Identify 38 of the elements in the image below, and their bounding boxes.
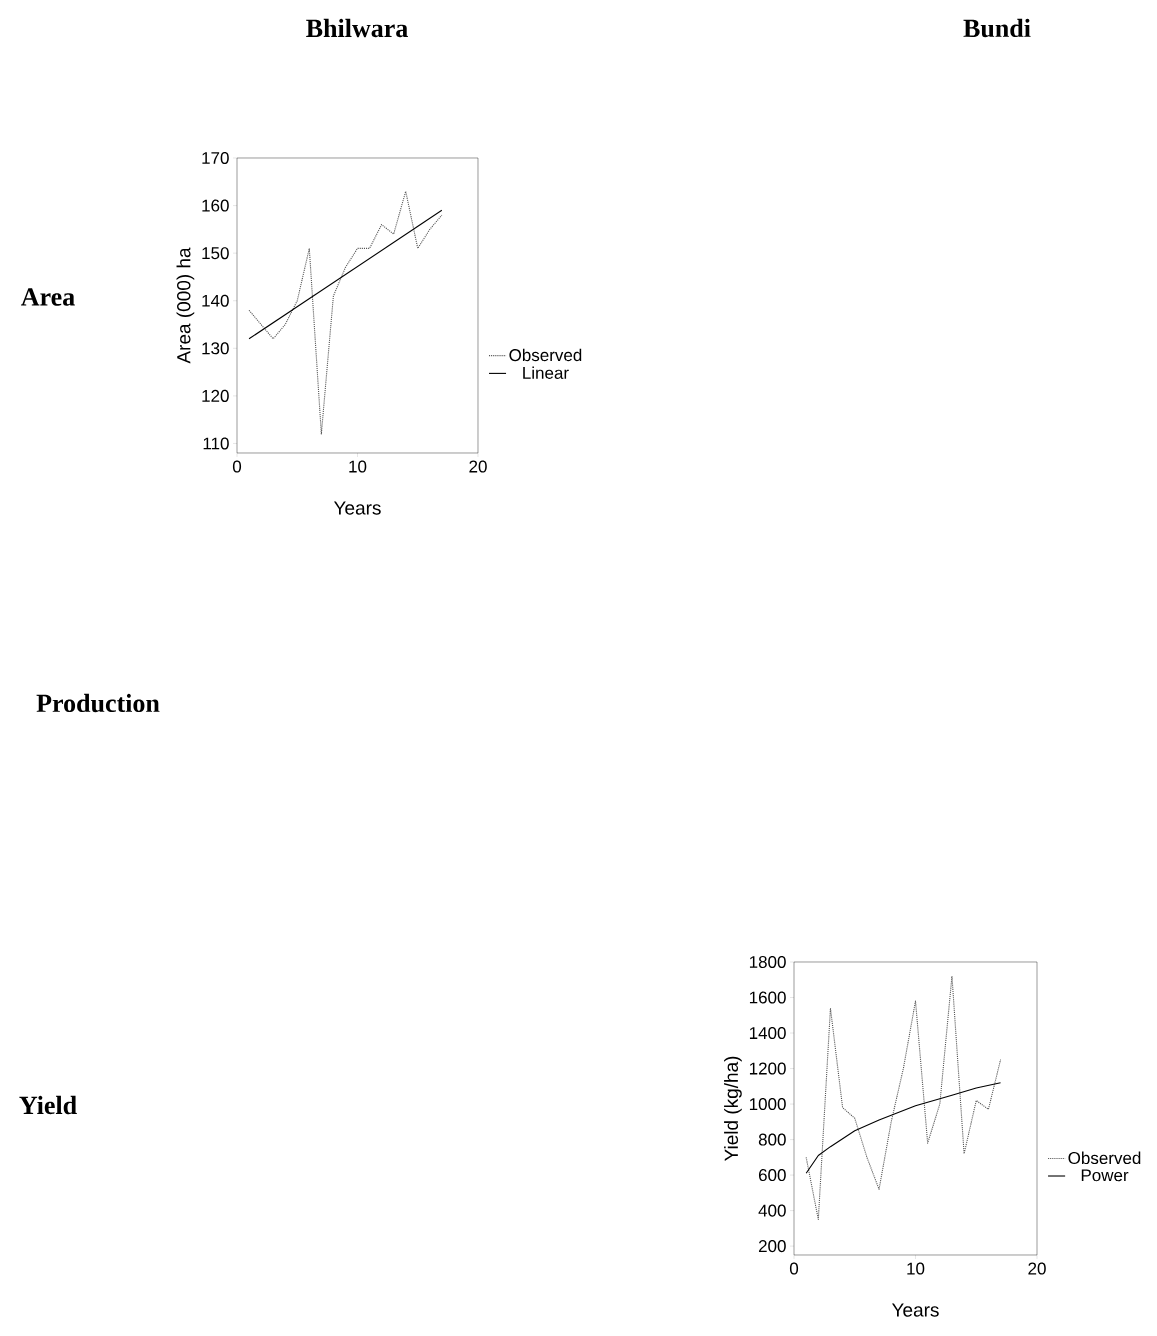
- y-tick-label: 140: [202, 294, 229, 307]
- y-tick-label: 150: [202, 247, 229, 260]
- y-tick-label: 130: [202, 342, 229, 355]
- text: Bundi: [963, 18, 1031, 38]
- y-tick-label: 120: [202, 389, 229, 402]
- x-axis-title: Years: [333, 501, 381, 515]
- legend-label: Observed: [1068, 1151, 1141, 1165]
- y-tick-label: 1000: [749, 1098, 786, 1111]
- text: Production: [36, 693, 160, 713]
- x-tick-label: 10: [349, 460, 367, 473]
- y-tick-label: 170: [202, 151, 229, 165]
- legend-label: Power: [1081, 1169, 1129, 1182]
- y-tick-label: 1800: [749, 955, 786, 969]
- text: Bhilwara: [306, 18, 408, 38]
- y-tick-label: 800: [758, 1133, 786, 1146]
- x-tick-label: 20: [1028, 1262, 1046, 1275]
- x-tick-label: 10: [907, 1262, 925, 1275]
- y-axis-title: Yield (kg/ha): [724, 1056, 742, 1162]
- text: Yield: [19, 1095, 77, 1115]
- y-tick-label: 400: [758, 1204, 786, 1217]
- x-tick-label: 0: [232, 460, 242, 473]
- line-series: [248, 190, 443, 435]
- y-tick-label: 200: [758, 1240, 786, 1253]
- y-axis-title: Area (000) ha: [176, 247, 195, 364]
- y-tick-label: 160: [202, 199, 229, 212]
- line-series: [805, 975, 1002, 1221]
- legend-label: Observed: [509, 348, 582, 362]
- y-tick-label: 1400: [749, 1027, 786, 1040]
- y-tick-label: 110: [203, 437, 229, 450]
- line-series: [805, 1082, 1002, 1174]
- y-tick-label: 1200: [749, 1062, 786, 1075]
- legend-label: Linear: [523, 366, 569, 379]
- x-tick-label: 20: [469, 460, 487, 473]
- y-tick-label: 1600: [749, 991, 786, 1004]
- y-tick-label: 600: [758, 1169, 786, 1182]
- x-tick-label: 0: [789, 1262, 799, 1275]
- text: Area: [21, 288, 75, 306]
- x-axis-title: Years: [891, 1303, 939, 1317]
